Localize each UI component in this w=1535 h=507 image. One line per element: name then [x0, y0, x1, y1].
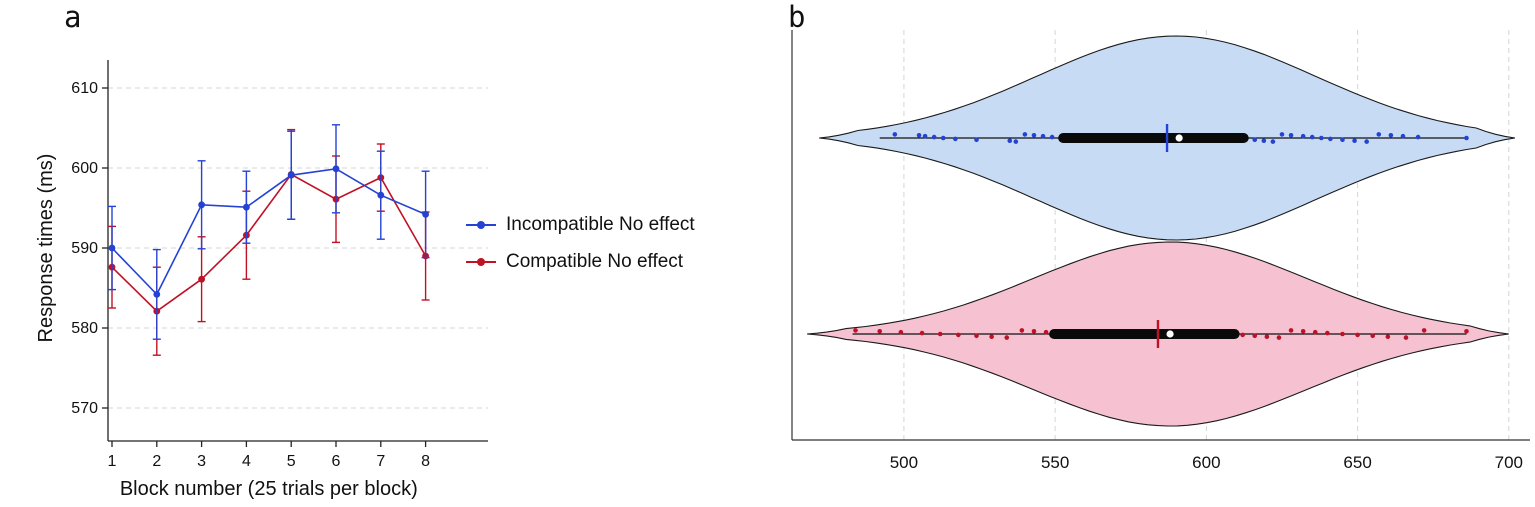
data-point	[1312, 329, 1318, 335]
x-tick-label: 4	[242, 453, 251, 470]
data-point	[974, 137, 979, 143]
data-point	[1421, 328, 1427, 333]
data-point	[1261, 138, 1267, 143]
data-point	[916, 133, 922, 138]
data-point	[931, 134, 937, 140]
data-point	[1328, 136, 1333, 142]
data-point	[1340, 331, 1345, 337]
data-point	[1376, 132, 1382, 137]
data-point	[1240, 332, 1245, 338]
data-point	[956, 332, 961, 338]
line-chart-response-times: 570 580 590 600 610 1 2 3 4 5 6 7 8 Response times (m…	[35, 60, 488, 500]
legend-swatch-icon	[466, 221, 496, 229]
data-point	[1300, 329, 1306, 334]
data-point	[1400, 133, 1406, 139]
data-point	[853, 328, 858, 333]
data-point	[1276, 335, 1282, 340]
data-point	[1252, 333, 1258, 339]
data-point	[974, 333, 979, 339]
data-point	[1288, 133, 1294, 138]
x-axis-title: Block number (25 trials per block)	[120, 478, 418, 500]
data-point	[1022, 132, 1028, 137]
box-iqr	[1058, 133, 1249, 143]
data-point	[1043, 329, 1049, 335]
data-point	[922, 133, 928, 139]
x-tick-label: 7	[376, 453, 385, 470]
data-point	[937, 331, 943, 337]
legend-swatch-icon	[466, 258, 496, 266]
data-point	[898, 329, 904, 335]
data-point	[1355, 332, 1360, 338]
x-tick-label: 500	[890, 453, 918, 472]
data-point	[1004, 335, 1010, 340]
legend-item-0: Incompatible No effect	[466, 214, 695, 236]
data-point	[1264, 334, 1270, 340]
data-point	[1464, 329, 1469, 334]
x-tick-label: 550	[1041, 453, 1069, 472]
x-tick-label: 650	[1343, 453, 1371, 472]
data-point	[1040, 133, 1046, 139]
data-point	[953, 136, 958, 142]
y-tick-label: 600	[71, 160, 98, 177]
y-tick-label: 590	[71, 240, 98, 257]
legend-dot-icon	[477, 221, 485, 229]
data-point	[1352, 138, 1357, 143]
mean-dot	[1166, 330, 1174, 338]
data-point	[1325, 330, 1330, 336]
data-point	[1388, 133, 1394, 138]
x-tick-label: 5	[287, 453, 296, 470]
y-axis-title: Response times (ms)	[35, 154, 57, 343]
data-point	[1364, 139, 1369, 144]
x-tick-label: 600	[1192, 453, 1220, 472]
legend: Incompatible No effect Compatible No effe…	[466, 214, 695, 273]
legend-label: Incompatible No effect	[506, 214, 695, 235]
data-point	[1270, 139, 1276, 144]
data-point	[1031, 329, 1037, 334]
x-tick-label: 2	[152, 453, 161, 470]
data-point	[1300, 133, 1306, 139]
x-tick-label: 1	[108, 453, 117, 470]
data-point	[892, 132, 898, 137]
legend-dot-icon	[477, 258, 485, 266]
data-point	[1007, 138, 1013, 143]
data-point	[1415, 134, 1421, 140]
x-tick-label: 3	[197, 453, 206, 470]
data-point	[940, 135, 946, 141]
data-point	[1019, 328, 1025, 333]
y-tick-label: 610	[71, 80, 98, 97]
y-tick-label: 580	[71, 320, 98, 337]
data-point	[1288, 328, 1294, 333]
x-tick-label: 6	[332, 453, 341, 470]
data-point	[877, 329, 883, 334]
data-point	[1279, 132, 1285, 137]
data-point	[1252, 137, 1258, 143]
panel-a-label: a	[64, 0, 82, 34]
panel-b-label: b	[788, 0, 806, 34]
violin-compatible-no-effect	[807, 241, 1509, 427]
violin-incompatible-no-effect	[819, 35, 1515, 241]
legend-item-1: Compatible No effect	[466, 251, 695, 273]
data-point	[1385, 334, 1391, 340]
y-tick-label: 570	[71, 400, 98, 417]
mean-dot	[1175, 134, 1183, 142]
data-point	[1031, 133, 1037, 138]
violin-plot: 500 550 600 650 700	[791, 30, 1530, 472]
data-point	[1319, 135, 1324, 141]
data-point	[1049, 134, 1055, 140]
data-point	[1464, 135, 1469, 141]
data-point	[989, 334, 994, 340]
data-point	[1370, 333, 1376, 339]
data-point	[1340, 137, 1345, 143]
grid-a	[108, 87, 488, 409]
x-tick-label: 700	[1495, 453, 1523, 472]
box-iqr	[1049, 329, 1240, 339]
legend-label: Compatible No effect	[506, 251, 684, 272]
data-point	[1403, 335, 1409, 340]
data-point	[1013, 139, 1019, 144]
data-point	[1309, 134, 1315, 140]
series-incompatible-no-effect	[108, 124, 430, 340]
x-tick-label: 8	[421, 453, 430, 470]
data-point	[919, 330, 925, 336]
